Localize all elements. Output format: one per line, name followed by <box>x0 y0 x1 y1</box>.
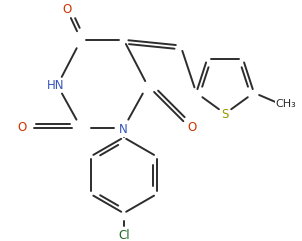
Text: N: N <box>119 123 128 136</box>
Text: Cl: Cl <box>118 229 130 241</box>
Text: S: S <box>221 108 229 121</box>
Text: HN: HN <box>47 79 64 92</box>
Text: CH₃: CH₃ <box>276 99 297 109</box>
Text: O: O <box>18 121 27 134</box>
Text: O: O <box>187 121 197 134</box>
Text: O: O <box>62 3 72 16</box>
